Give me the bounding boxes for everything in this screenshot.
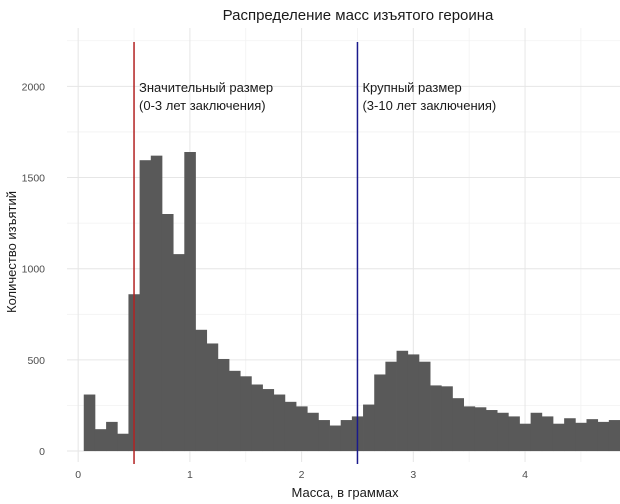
threshold-lines: Значительный размер (0-3 лет заключения) К… bbox=[133, 42, 496, 464]
histogram-bar bbox=[329, 425, 342, 452]
histogram-bar bbox=[430, 385, 442, 452]
y-tick-label: 1000 bbox=[22, 264, 46, 276]
histogram-bar bbox=[552, 423, 565, 452]
histogram-bar bbox=[586, 419, 599, 452]
y-tick-label: 500 bbox=[27, 355, 45, 367]
histogram-bar bbox=[385, 361, 397, 452]
histogram-bar bbox=[139, 160, 152, 452]
y-axis-ticks: 0 500 1000 1500 2000 bbox=[22, 81, 46, 458]
histogram-bar bbox=[608, 420, 620, 452]
histogram-bar bbox=[173, 254, 185, 452]
histogram-bar bbox=[497, 412, 509, 452]
histogram-bar bbox=[83, 394, 96, 452]
histogram-bar bbox=[340, 420, 353, 452]
histogram-bar bbox=[363, 404, 375, 452]
histogram-bar bbox=[217, 358, 230, 452]
histogram-bars bbox=[83, 152, 620, 452]
histogram-bar bbox=[564, 418, 576, 452]
histogram-bar bbox=[396, 350, 409, 452]
x-axis-ticks: 0 1 2 3 4 bbox=[75, 469, 528, 481]
histogram-bar bbox=[441, 386, 453, 452]
histogram-bar bbox=[452, 398, 464, 452]
histogram-bar bbox=[463, 406, 476, 452]
x-tick-label: 0 bbox=[75, 469, 81, 481]
histogram-bar bbox=[284, 401, 297, 452]
histogram-bar bbox=[206, 343, 219, 452]
y-tick-label: 1500 bbox=[22, 173, 46, 185]
histogram-bar bbox=[418, 361, 431, 452]
histogram-bar bbox=[195, 329, 208, 452]
histogram-bar bbox=[228, 370, 241, 452]
histogram-bar bbox=[94, 429, 107, 452]
significant-size-label: Значительный размер bbox=[139, 80, 273, 95]
histogram-bar bbox=[508, 416, 520, 452]
histogram-bar bbox=[240, 376, 252, 452]
large-size-label: Крупный размер bbox=[362, 80, 461, 95]
significant-size-sublabel: (0-3 лет заключения) bbox=[139, 98, 266, 113]
y-tick-label: 2000 bbox=[22, 81, 46, 93]
histogram-bar bbox=[519, 423, 532, 452]
histogram-bar bbox=[474, 407, 487, 452]
histogram-bar bbox=[530, 412, 543, 452]
y-axis-title: Количество изъятий bbox=[4, 191, 19, 313]
y-tick-label: 0 bbox=[39, 446, 45, 458]
histogram-bar bbox=[597, 421, 610, 452]
chart-title: Распределение масс изъятого героина bbox=[223, 7, 494, 24]
histogram-bar bbox=[374, 374, 386, 452]
histogram-bar bbox=[575, 422, 587, 452]
histogram-bar bbox=[318, 420, 330, 452]
histogram-bar bbox=[150, 155, 163, 452]
histogram-bar bbox=[273, 394, 286, 452]
histogram-bar bbox=[307, 412, 319, 452]
histogram-bar bbox=[106, 421, 118, 452]
histogram-bar bbox=[251, 384, 263, 452]
histogram-bar bbox=[161, 214, 174, 452]
histogram-bar bbox=[117, 433, 129, 452]
x-axis-title: Масса, в граммах bbox=[292, 485, 399, 500]
histogram-bar bbox=[262, 389, 275, 452]
x-tick-label: 2 bbox=[299, 469, 305, 481]
x-tick-label: 1 bbox=[187, 469, 193, 481]
histogram-bar bbox=[541, 416, 554, 452]
histogram-bar bbox=[296, 406, 308, 452]
x-tick-label: 4 bbox=[522, 469, 528, 481]
histogram-bar bbox=[407, 354, 420, 452]
large-size-sublabel: (3-10 лет заключения) bbox=[362, 98, 496, 113]
x-tick-label: 3 bbox=[410, 469, 416, 481]
histogram-bar bbox=[485, 410, 498, 452]
histogram-bar bbox=[184, 152, 196, 452]
